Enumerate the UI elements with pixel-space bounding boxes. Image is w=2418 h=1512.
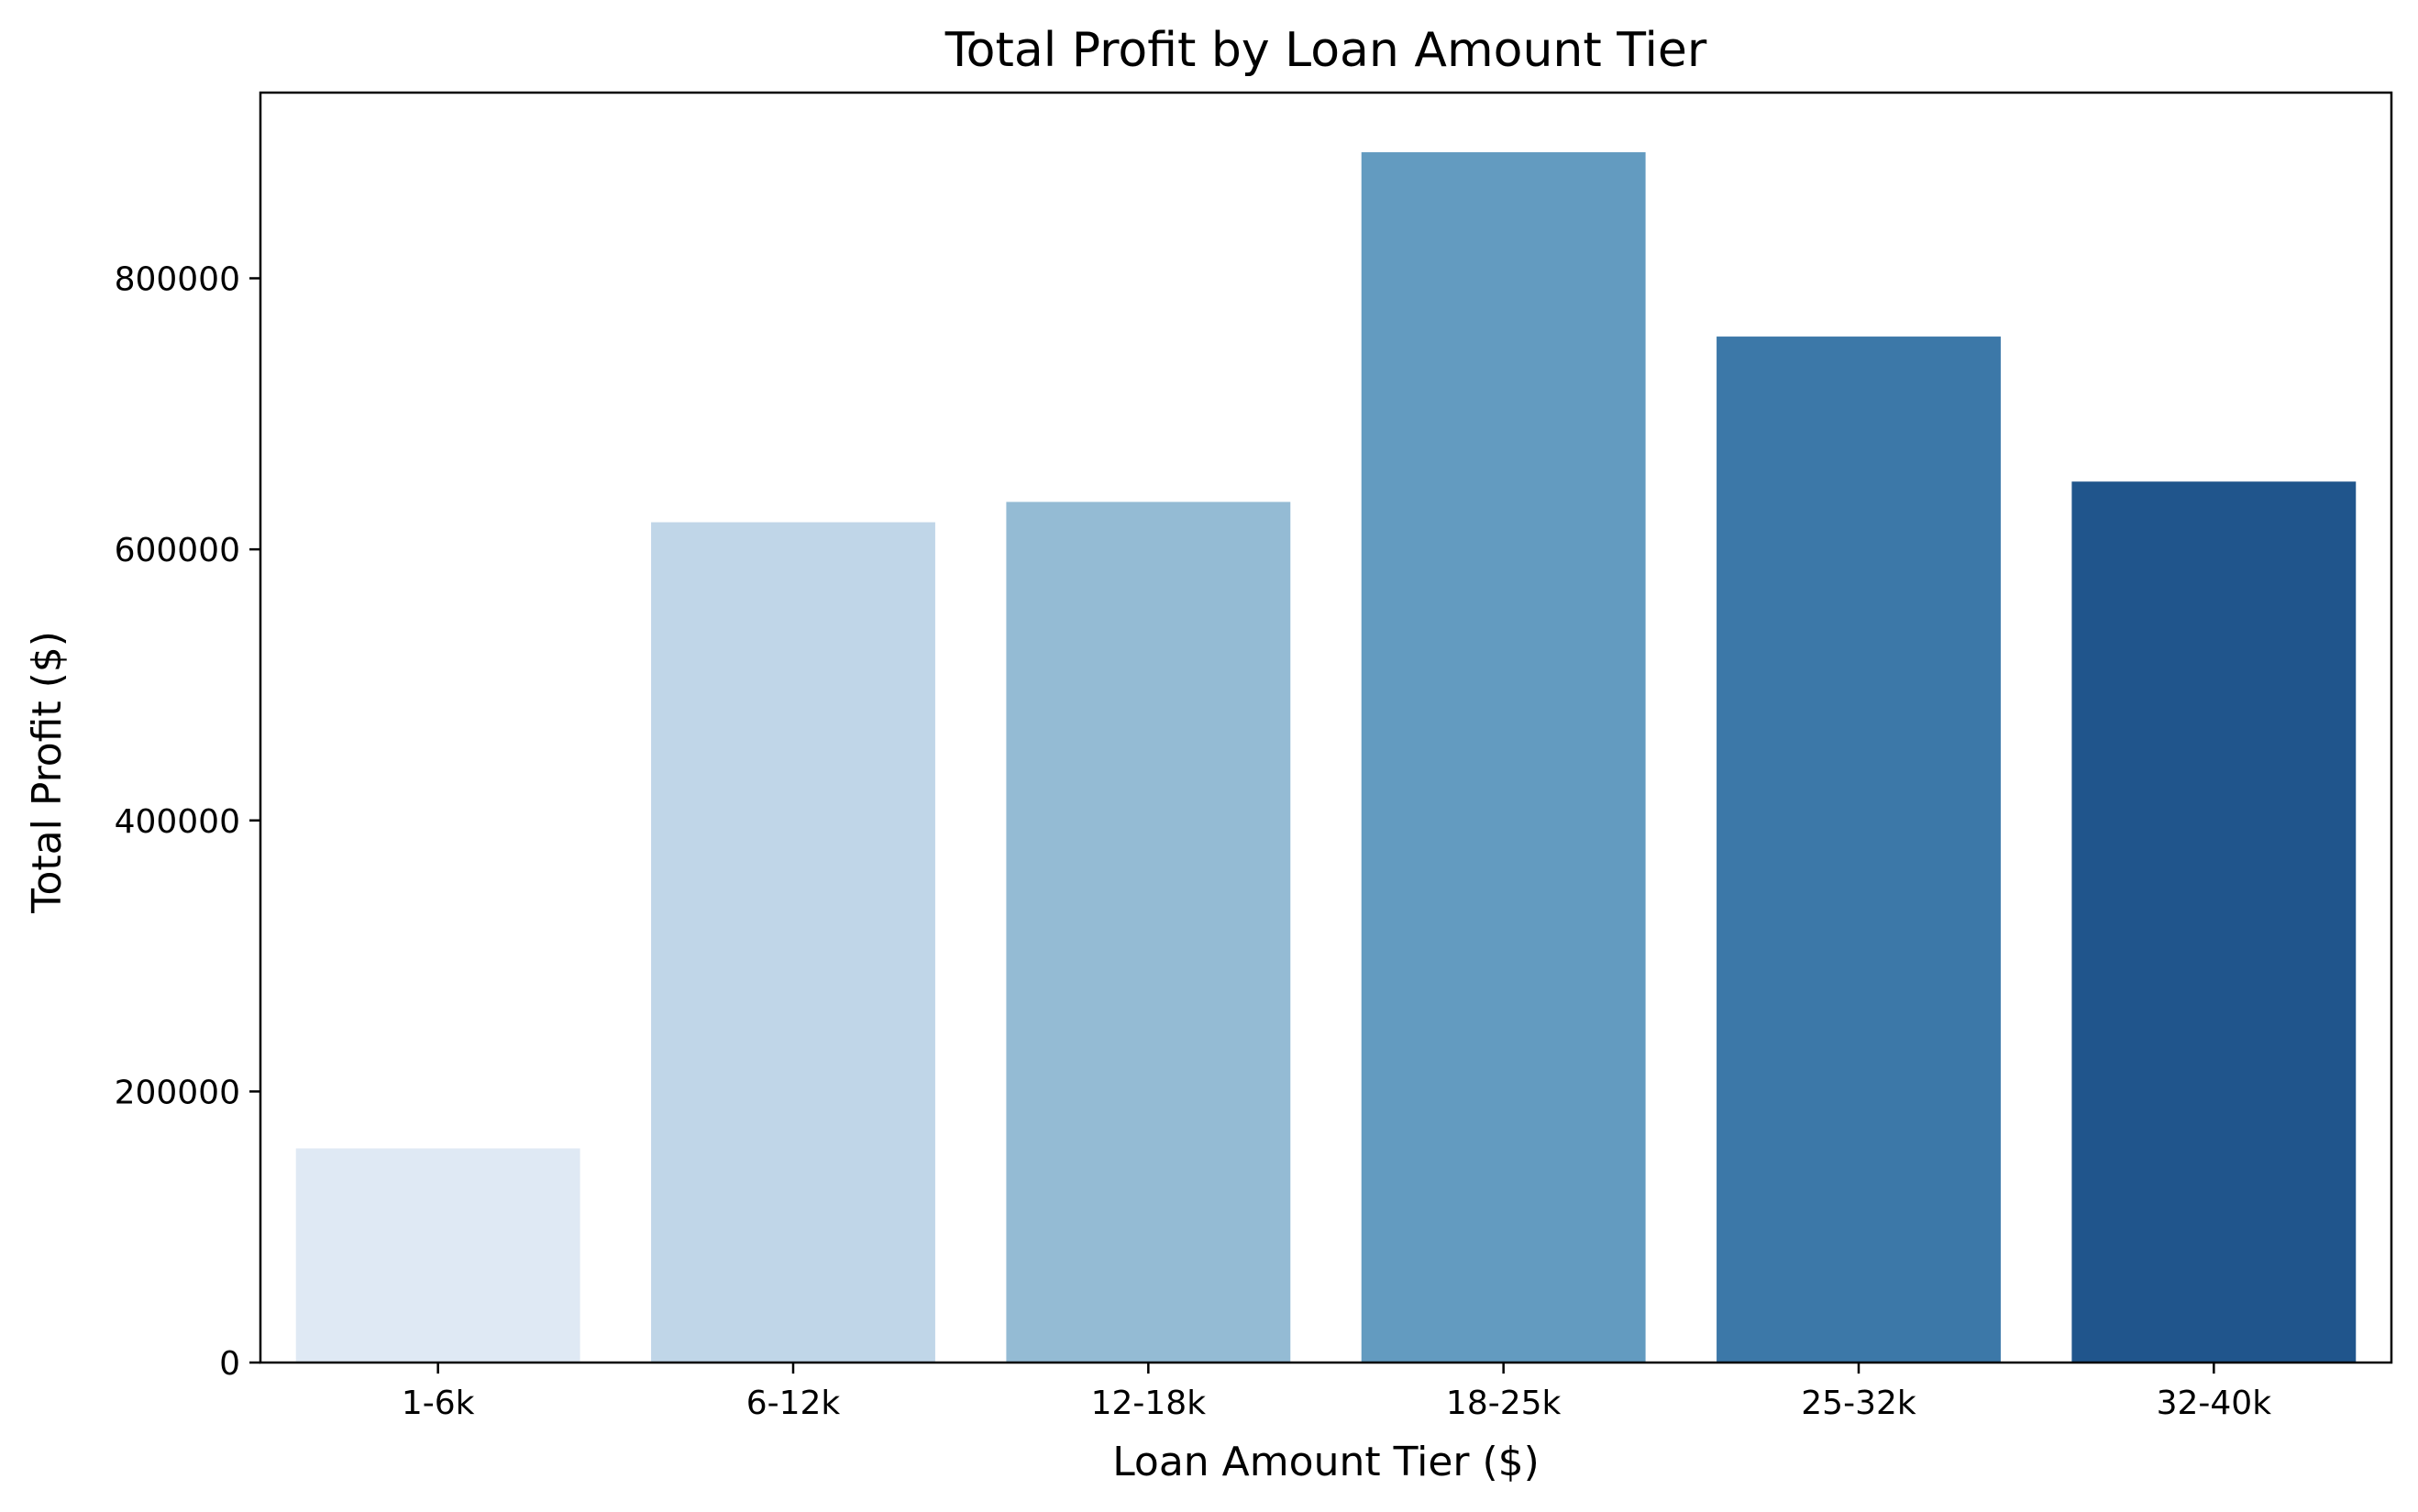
x-axis: 1-6k 6-12k 12-18k 18-25k 25-32k 32-40k <box>402 1363 2271 1422</box>
bar-25-32k <box>1717 337 2001 1363</box>
y-axis: 0 200000 400000 600000 800000 <box>115 261 260 1383</box>
bar-12-18k <box>1006 502 1291 1363</box>
bars-group <box>295 152 2357 1363</box>
bar-1-6k <box>295 1148 580 1363</box>
plot-frame <box>259 91 2393 1364</box>
x-tick-label: 18-25k <box>1446 1385 1562 1422</box>
bar-32-40k <box>2071 481 2357 1363</box>
x-tick-label: 6-12k <box>746 1385 841 1422</box>
y-tick-label: 800000 <box>115 261 240 299</box>
chart-title: Total Profit by Loan Amount Tier <box>944 23 1707 78</box>
y-tick-label: 200000 <box>115 1074 240 1111</box>
x-tick-label: 32-40k <box>2157 1385 2272 1422</box>
y-tick-label: 0 <box>219 1345 240 1383</box>
x-tick-label: 1-6k <box>402 1385 475 1422</box>
y-tick-label: 600000 <box>115 532 240 569</box>
bar-18-25k <box>1361 152 1646 1363</box>
y-axis-label: Total Profit ($) <box>24 631 71 914</box>
x-tick-label: 12-18k <box>1091 1385 1207 1422</box>
x-tick-label: 25-32k <box>1801 1385 1916 1422</box>
x-axis-label: Loan Amount Tier ($) <box>1112 1439 1540 1485</box>
y-tick-label: 400000 <box>115 803 240 841</box>
bar-6-12k <box>651 522 935 1363</box>
